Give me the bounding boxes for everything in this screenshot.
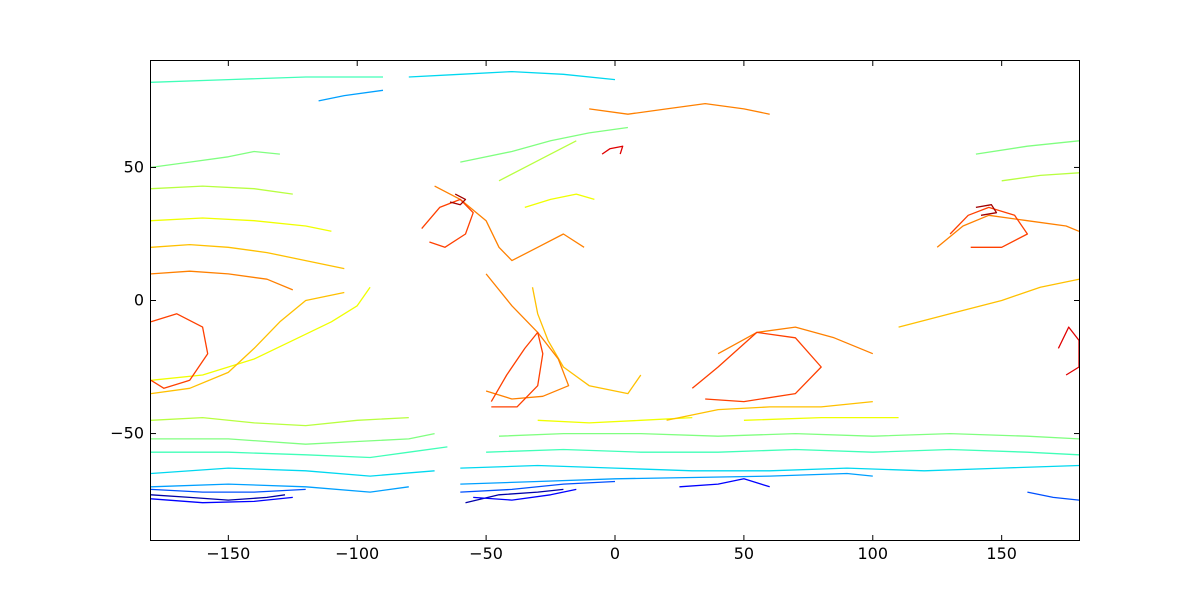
contour-line xyxy=(524,193,595,209)
contour-line xyxy=(975,204,998,216)
contour-line xyxy=(150,494,286,501)
contour-line xyxy=(490,331,544,408)
contour-line xyxy=(666,400,873,421)
contour-line xyxy=(485,273,570,400)
axis-ticks: −150 −100 −50 0 50 100 150 −50 0 50 xyxy=(110,61,1079,563)
contour-line xyxy=(601,145,624,155)
contour-line xyxy=(498,432,1080,440)
x-tick-label: 150 xyxy=(986,544,1017,563)
contour-line xyxy=(151,432,435,445)
contour-line xyxy=(717,326,874,355)
contour-line xyxy=(449,193,467,206)
x-tick-label: −100 xyxy=(335,544,379,563)
contour-line xyxy=(150,76,383,83)
contour-line xyxy=(150,286,371,381)
contour-line xyxy=(589,102,770,115)
x-tick-label: 50 xyxy=(734,544,754,563)
contour-line xyxy=(460,472,873,485)
contour-line xyxy=(460,480,616,493)
contour-line xyxy=(150,217,332,232)
contour-line xyxy=(150,496,293,504)
contour-line xyxy=(150,416,409,427)
contour-line xyxy=(949,206,1029,248)
contour-line xyxy=(150,150,280,169)
contour-lines xyxy=(150,70,1080,504)
contour-line xyxy=(691,331,822,403)
contour-line xyxy=(150,243,345,270)
contour-line xyxy=(743,416,899,421)
contour-line xyxy=(498,140,577,182)
y-tick-label: 0 xyxy=(134,291,144,310)
contour-line xyxy=(1027,491,1080,501)
contour-line xyxy=(473,488,577,501)
contour-line xyxy=(1001,172,1080,182)
contour-line xyxy=(151,446,448,459)
contour-line xyxy=(898,278,1080,328)
y-tick-label: 50 xyxy=(124,157,144,176)
contour-line xyxy=(486,448,1080,456)
plot-frame xyxy=(150,60,1080,541)
contour-line xyxy=(150,467,435,477)
y-tick-label: −50 xyxy=(110,424,144,443)
contour-line xyxy=(460,126,628,163)
contour-line xyxy=(318,89,384,102)
contour-line xyxy=(531,287,642,395)
contour-line xyxy=(150,291,345,395)
contour-line xyxy=(150,313,209,389)
contour-line xyxy=(150,185,293,195)
contour-line xyxy=(537,416,693,424)
contour-line xyxy=(936,214,1080,248)
x-tick-label: −50 xyxy=(469,544,503,563)
contour-line xyxy=(408,70,616,81)
x-tick-label: 100 xyxy=(858,544,889,563)
contour-line xyxy=(150,270,294,291)
x-tick-label: −150 xyxy=(206,544,250,563)
contour-line xyxy=(465,488,564,504)
contour-line xyxy=(975,140,1080,155)
contour-line xyxy=(150,483,409,493)
x-tick-label: 0 xyxy=(610,544,620,563)
contour-line xyxy=(460,464,1080,472)
contour-line xyxy=(679,478,770,488)
contour-line xyxy=(421,198,474,248)
contour-line xyxy=(150,488,306,493)
